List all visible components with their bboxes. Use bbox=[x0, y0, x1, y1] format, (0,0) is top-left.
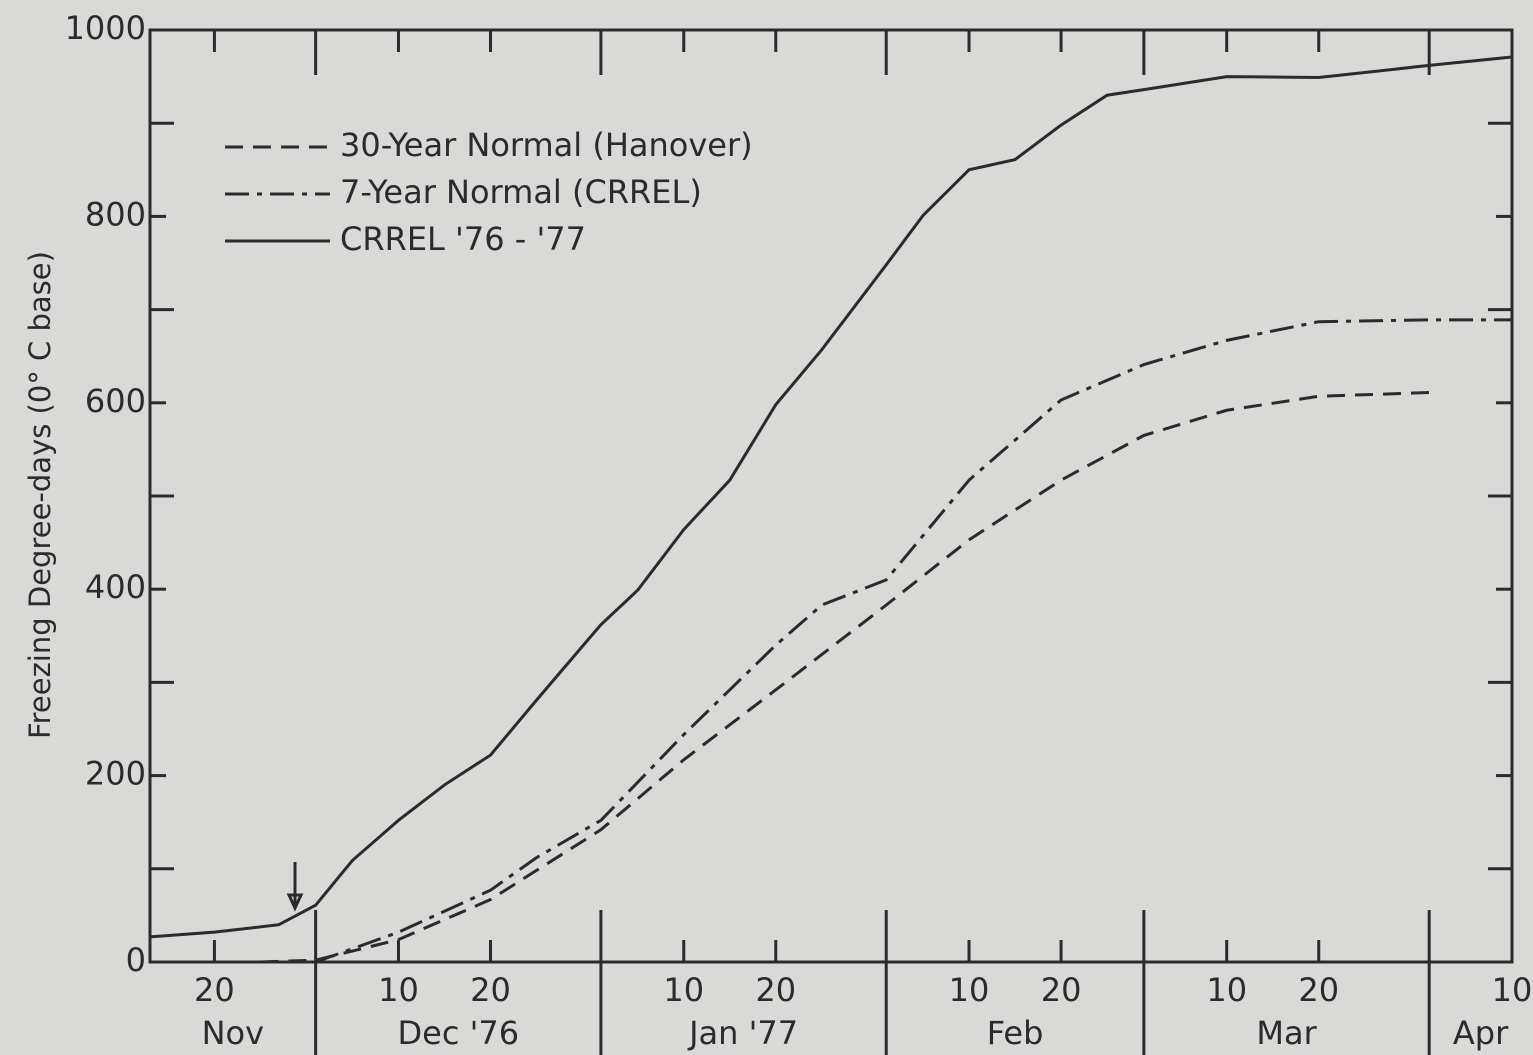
month-label: Dec '76 bbox=[397, 1014, 519, 1052]
x-tick-label: 10 bbox=[1206, 971, 1247, 1009]
x-tick-label: 10 bbox=[378, 971, 419, 1009]
y-tick-label: 600 bbox=[85, 382, 146, 420]
month-label: Feb bbox=[987, 1014, 1044, 1052]
legend-label: 7-Year Normal (CRREL) bbox=[340, 173, 702, 211]
x-tick-label: 20 bbox=[755, 971, 796, 1009]
x-tick-label: 10 bbox=[663, 971, 704, 1009]
month-label: Jan '77 bbox=[687, 1014, 798, 1052]
y-tick-label: 0 bbox=[126, 941, 146, 979]
arrow-annotation bbox=[286, 862, 304, 912]
month-label: Mar bbox=[1256, 1014, 1317, 1052]
month-label: Apr bbox=[1453, 1014, 1509, 1052]
x-tick-label: 20 bbox=[194, 971, 235, 1009]
legend-label: CRREL '76 - '77 bbox=[340, 220, 586, 258]
series-line bbox=[315, 318, 1512, 964]
series-line bbox=[149, 55, 1513, 939]
y-tick-label: 200 bbox=[85, 755, 146, 793]
y-tick-label: 400 bbox=[85, 568, 146, 606]
x-tick-label: 10 bbox=[1492, 971, 1533, 1009]
y-tick-label: 1000 bbox=[65, 9, 146, 47]
x-tick-label: 10 bbox=[949, 971, 990, 1009]
series-line bbox=[260, 391, 1430, 964]
legend-label: 30-Year Normal (Hanover) bbox=[340, 126, 753, 164]
x-tick-label: 20 bbox=[1298, 971, 1339, 1009]
y-tick-label: 800 bbox=[85, 195, 146, 233]
x-tick-label: 20 bbox=[470, 971, 511, 1009]
month-label: Nov bbox=[202, 1014, 264, 1052]
y-axis-label: Freezing Degree-days (0° C base) bbox=[23, 251, 57, 739]
x-tick-label: 20 bbox=[1041, 971, 1082, 1009]
